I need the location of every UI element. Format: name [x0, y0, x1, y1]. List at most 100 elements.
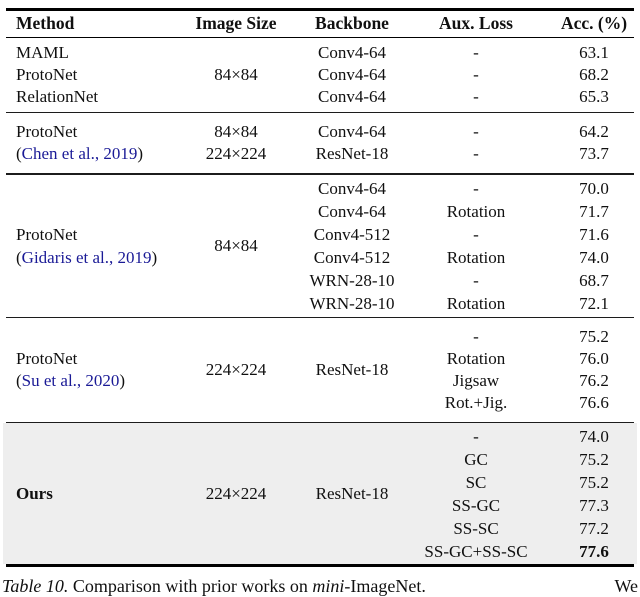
aux-loss-value: - [473, 270, 479, 290]
accuracy-value: 68.2 [579, 65, 609, 85]
method-cell: ProtoNet (Chen et al., 2019) [6, 113, 166, 173]
aux-loss-value: SS-GC [451, 495, 501, 515]
image-size-value: 84×84 [214, 236, 258, 256]
image-size-value: 224×224 [205, 484, 267, 504]
backbone-value: ResNet-18 [315, 484, 389, 504]
method-cell: ProtoNet (Su et al., 2020) [6, 318, 166, 422]
citation-paren-close: ) [151, 247, 158, 267]
method-name: MAML [16, 43, 69, 63]
accuracy-value: 75.2 [579, 472, 609, 492]
accuracy-value: 68.7 [579, 270, 609, 290]
image-size-value: 84×84 [214, 122, 258, 142]
accuracy-cell: 63.1 68.2 65.3 [554, 38, 634, 112]
aux-loss-value: Jigsaw [452, 371, 500, 391]
method-name: Ours [16, 484, 53, 504]
aux-loss-cell: - Rotation Jigsaw Rot.+Jig. [398, 318, 554, 422]
image-size-cell: 84×84 224×224 [166, 113, 306, 173]
accuracy-value: 71.7 [579, 201, 609, 221]
header-rule [6, 36, 634, 39]
backbone-cell: ResNet-18 [306, 318, 398, 422]
backbone-value: Conv4-64 [318, 178, 386, 198]
column-header-image-size: Image Size [195, 13, 277, 33]
table-caption: Table 10. Comparison with prior works on… [2, 576, 638, 597]
aux-loss-value: - [473, 87, 479, 107]
accuracy-value: 71.6 [579, 224, 609, 244]
accuracy-value: 74.0 [579, 426, 609, 446]
aux-loss-value: - [473, 224, 479, 244]
backbone-value: Conv4-512 [313, 224, 391, 244]
accuracy-cell: 70.0 71.7 71.6 74.0 68.7 72.1 [554, 175, 634, 317]
section-divider [6, 112, 634, 114]
citation-link[interactable]: Chen et al., 2019 [21, 144, 138, 164]
aux-loss-value: Rotation [446, 247, 506, 267]
backbone-cell: Conv4-64 Conv4-64 Conv4-512 Conv4-512 WR… [306, 175, 398, 317]
backbone-cell: Conv4-64 ResNet-18 [306, 113, 398, 173]
aux-loss-value: - [473, 144, 479, 164]
caption-tail: We [614, 576, 638, 596]
aux-loss-value: - [473, 122, 479, 142]
section-protonet-chen: ProtoNet (Chen et al., 2019) 84×84 224×2… [6, 113, 634, 173]
accuracy-value: 77.3 [579, 495, 609, 515]
section-protonet-su: ProtoNet (Su et al., 2020) 224×224 ResNe… [6, 318, 634, 422]
image-size-cell: 84×84 [166, 175, 306, 317]
image-size-value: 84×84 [214, 65, 258, 85]
method-cell: MAML ProtoNet RelationNet [6, 38, 166, 112]
backbone-value: ResNet-18 [315, 144, 389, 164]
accuracy-value: 77.2 [579, 518, 609, 538]
backbone-value: ResNet-18 [315, 360, 389, 380]
aux-loss-value: - [473, 327, 479, 347]
aux-loss-value: - [473, 65, 479, 85]
backbone-value: Conv4-64 [318, 87, 386, 107]
backbone-cell: ResNet-18 [306, 423, 398, 564]
column-header-aux-loss: Aux. Loss [439, 13, 513, 33]
image-size-value: 224×224 [205, 144, 267, 164]
aux-loss-value: SS-SC [453, 518, 499, 538]
image-size-cell: 224×224 [166, 318, 306, 422]
caption-rest: -ImageNet. [344, 576, 426, 596]
backbone-value: WRN-28-10 [309, 270, 395, 290]
accuracy-cell: 74.0 75.2 75.2 77.3 77.2 77.6 [554, 423, 634, 564]
table-header-row: Method Image Size Backbone Aux. Loss Acc… [6, 11, 634, 37]
citation-paren-open: ( [16, 144, 22, 164]
method-name: RelationNet [16, 87, 99, 107]
section-protonet-gidaris: ProtoNet (Gidaris et al., 2019) 84×84 Co… [6, 175, 634, 317]
aux-loss-cell: - - - [398, 38, 554, 112]
image-size-cell: 84×84 [166, 38, 306, 112]
accuracy-value: 73.7 [579, 144, 609, 164]
accuracy-value: 64.2 [579, 122, 609, 142]
image-size-cell: 224×224 [166, 423, 306, 564]
caption-main: Table 10. Comparison with prior works on… [2, 576, 426, 597]
column-header-backbone: Backbone [315, 13, 389, 33]
column-header-method: Method [16, 13, 75, 33]
accuracy-value: 63.1 [579, 43, 609, 63]
section-ours: Ours 224×224 ResNet-18 - GC SC SS-GC SS-… [3, 423, 637, 565]
citation-paren-open: ( [16, 371, 22, 391]
backbone-cell: Conv4-64 Conv4-64 Conv4-64 [306, 38, 398, 112]
aux-loss-cell: - Rotation - Rotation - Rotation [398, 175, 554, 317]
accuracy-value: 74.0 [579, 247, 609, 267]
caption-emph: mini [312, 576, 345, 596]
section-baselines: MAML ProtoNet RelationNet 84×84 Conv4-64… [6, 38, 634, 112]
method-cell: ProtoNet (Gidaris et al., 2019) [6, 175, 166, 317]
accuracy-value: 75.2 [579, 449, 609, 469]
method-name: ProtoNet [16, 224, 78, 244]
accuracy-value: 72.1 [579, 293, 609, 313]
aux-loss-value: - [473, 43, 479, 63]
accuracy-value: 76.0 [579, 349, 609, 369]
aux-loss-value: SC [465, 472, 487, 492]
aux-loss-cell: - - [398, 113, 554, 173]
backbone-value: Conv4-512 [313, 247, 391, 267]
citation: (Su et al., 2020) [16, 370, 125, 392]
toprule [6, 8, 634, 11]
bottomrule [6, 564, 634, 567]
aux-loss-value: GC [464, 449, 488, 469]
accuracy-value: 70.0 [579, 178, 609, 198]
aux-loss-value: Rotation [446, 349, 506, 369]
citation-link[interactable]: Su et al., 2020 [21, 371, 120, 391]
method-cell: Ours [6, 423, 166, 564]
backbone-value: Conv4-64 [318, 43, 386, 63]
method-name: ProtoNet [16, 122, 78, 142]
aux-loss-value: Rotation [446, 201, 506, 221]
citation-link[interactable]: Gidaris et al., 2019 [21, 247, 152, 267]
aux-loss-value: - [473, 178, 479, 198]
